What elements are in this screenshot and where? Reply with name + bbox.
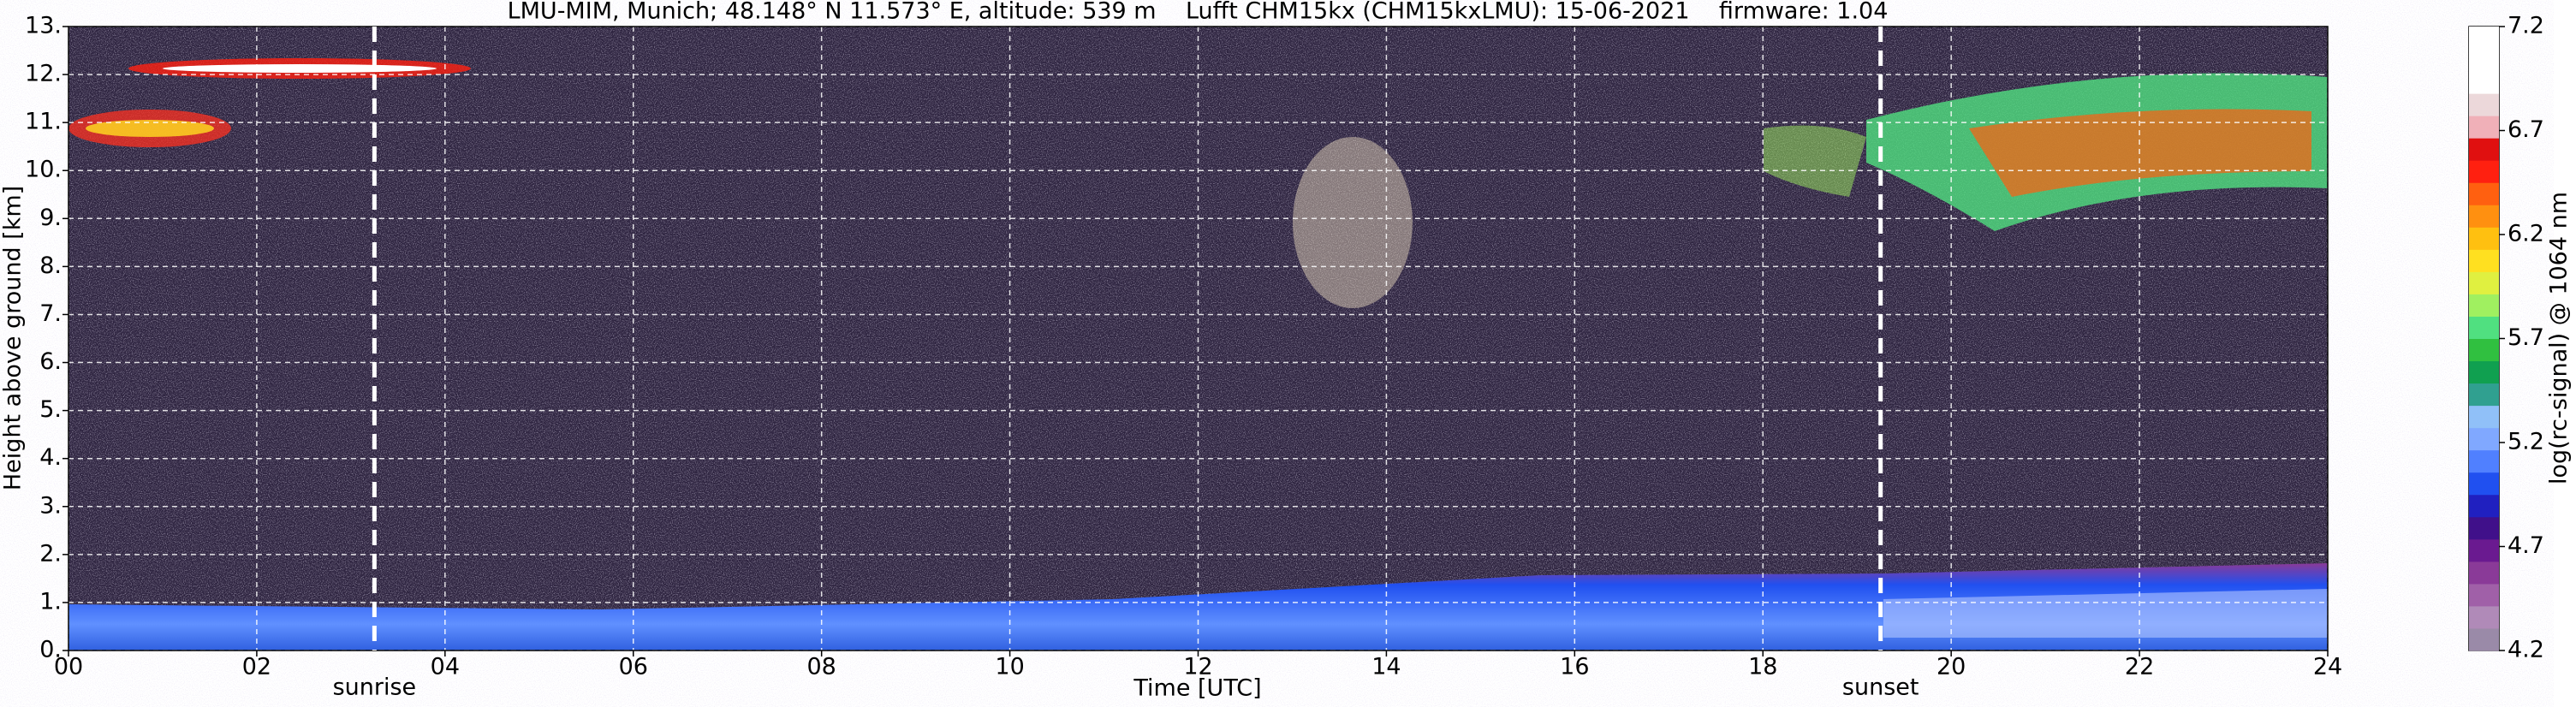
colorbar-swatch bbox=[2469, 605, 2499, 629]
x-tick-label: 18 bbox=[1748, 654, 1777, 680]
x-tick-label: 24 bbox=[2313, 654, 2342, 680]
y-tick-label: 0. bbox=[39, 637, 62, 663]
y-tick-label: 9. bbox=[39, 205, 62, 231]
colorbar-swatch bbox=[2469, 49, 2499, 72]
colorbar-swatch bbox=[2469, 93, 2499, 116]
x-tick-label: 00 bbox=[54, 654, 83, 680]
x-tick-label: 06 bbox=[619, 654, 648, 680]
colorbar-tick-label: 5.2 bbox=[2508, 429, 2544, 455]
y-tick-label: 13. bbox=[25, 13, 62, 39]
x-tick-label: 16 bbox=[1560, 654, 1589, 680]
x-tick-label: 20 bbox=[1936, 654, 1966, 680]
colorbar-tick-label: 6.2 bbox=[2508, 221, 2544, 247]
x-tick-label: 02 bbox=[242, 654, 271, 680]
colorbar-swatch bbox=[2469, 627, 2499, 651]
y-axis-label: Height above ground [km] bbox=[0, 186, 27, 490]
colorbar-swatch bbox=[2469, 71, 2499, 94]
colorbar-swatch bbox=[2469, 561, 2499, 585]
event-label: sunrise bbox=[333, 674, 417, 701]
colorbar-swatch bbox=[2469, 27, 2499, 50]
colorbar-swatch bbox=[2469, 249, 2499, 272]
x-tick-label: 08 bbox=[806, 654, 836, 680]
colorbar-tick-label: 6.7 bbox=[2508, 116, 2544, 143]
colorbar-swatch bbox=[2469, 449, 2499, 473]
y-tick-label: 4. bbox=[39, 444, 62, 471]
y-tick-label: 10. bbox=[25, 157, 62, 183]
colorbar-swatch bbox=[2469, 338, 2499, 362]
colorbar-swatch bbox=[2469, 516, 2499, 540]
y-tick-label: 6. bbox=[39, 348, 62, 375]
colorbar-swatch bbox=[2469, 405, 2499, 429]
colorbar-swatch bbox=[2469, 316, 2499, 339]
colorbar-swatch bbox=[2469, 472, 2499, 496]
y-tick-label: 8. bbox=[39, 253, 62, 279]
x-tick-label: 04 bbox=[431, 654, 460, 680]
colorbar-tick-label: 7.2 bbox=[2508, 13, 2544, 39]
y-tick-label: 5. bbox=[39, 396, 62, 423]
colorbar-swatch bbox=[2469, 583, 2499, 607]
y-tick-label: 7. bbox=[39, 300, 62, 327]
chart-title: LMU-MIM, Munich; 48.148° N 11.573° E, al… bbox=[508, 0, 1889, 25]
x-tick-label: 12 bbox=[1183, 654, 1212, 680]
x-tick-label: 22 bbox=[2125, 654, 2154, 680]
y-tick-label: 11. bbox=[25, 109, 62, 135]
colorbar-swatch bbox=[2469, 160, 2499, 183]
colorbar-swatch bbox=[2469, 294, 2499, 317]
colorbar-tick-label: 4.2 bbox=[2508, 637, 2544, 663]
y-tick-label: 3. bbox=[39, 492, 62, 519]
cloud bbox=[86, 120, 214, 137]
colorbar-swatch bbox=[2469, 116, 2499, 139]
colorbar-swatch bbox=[2469, 205, 2499, 228]
y-tick-label: 2. bbox=[39, 540, 62, 567]
x-tick-label: 10 bbox=[995, 654, 1024, 680]
colorbar-swatch bbox=[2469, 271, 2499, 294]
colorbar-tick-label: 5.7 bbox=[2508, 324, 2544, 351]
colorbar-swatch bbox=[2469, 494, 2499, 518]
cloud bbox=[1764, 125, 1866, 197]
boundary-layer-core bbox=[1883, 589, 2328, 638]
x-tick-label: 14 bbox=[1371, 654, 1401, 680]
x-axis-label: Time [UTC] bbox=[1133, 675, 1261, 702]
colorbar-swatch bbox=[2469, 538, 2499, 562]
cloud bbox=[163, 64, 437, 73]
colorbar-label: log(rc-signal) @ 1064 nm bbox=[2546, 192, 2573, 484]
colorbar-swatch bbox=[2469, 383, 2499, 407]
colorbar-swatch bbox=[2469, 227, 2499, 250]
colorbar-swatch bbox=[2469, 182, 2499, 205]
colorbar-swatch bbox=[2469, 360, 2499, 384]
y-tick-label: 1. bbox=[39, 588, 62, 615]
event-label: sunset bbox=[1842, 674, 1919, 701]
cloud bbox=[1293, 137, 1413, 308]
y-tick-label: 12. bbox=[25, 61, 62, 87]
colorbar-tick-label: 4.7 bbox=[2508, 532, 2544, 559]
colorbar-swatch bbox=[2469, 138, 2499, 161]
cloud bbox=[1969, 109, 2311, 197]
colorbar-swatch bbox=[2469, 427, 2499, 451]
